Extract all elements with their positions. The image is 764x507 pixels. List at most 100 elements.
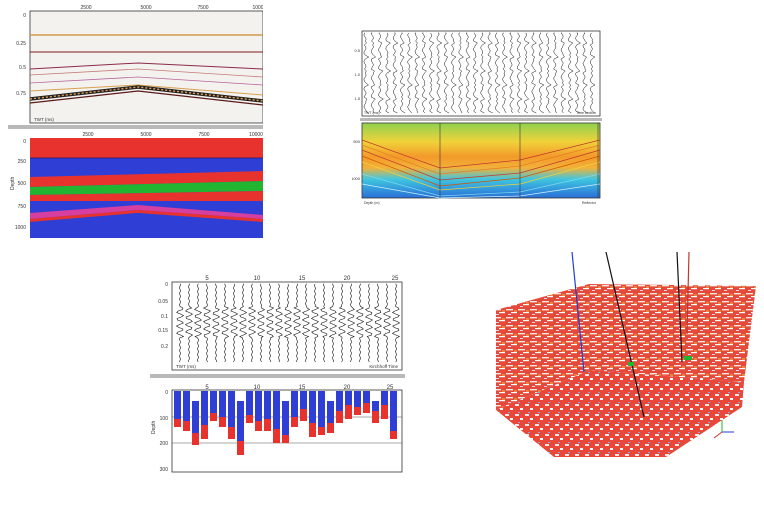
well-log-segment xyxy=(381,405,388,419)
cube-face-floor xyxy=(496,370,744,457)
well-log-segment xyxy=(255,421,262,431)
panel-divider[interactable] xyxy=(360,118,602,121)
bottom-x-ticks: 5 10 15 20 25 xyxy=(205,385,394,391)
wiggle-trace xyxy=(473,32,479,114)
panel-divider[interactable] xyxy=(8,125,263,129)
wiggle-trace xyxy=(458,32,464,114)
well-wiggle xyxy=(283,283,292,363)
wiggle-trace xyxy=(560,32,567,114)
well-log-segment xyxy=(291,417,298,427)
well-log-segment xyxy=(255,391,262,421)
wiggle-trace xyxy=(407,32,413,114)
tick-label: 25 xyxy=(387,385,394,391)
wiggle-trace xyxy=(436,32,443,114)
well-log-segment xyxy=(183,421,190,431)
well-log-segment xyxy=(273,429,280,443)
well-wiggle xyxy=(229,283,239,363)
tick-label: 1.5 xyxy=(354,96,360,101)
well-log-segment xyxy=(192,401,199,433)
well-log-segment xyxy=(390,431,397,439)
top-y-ticks: 0 0.25 0.5 0.75 xyxy=(16,13,26,97)
tick-label: 2500 xyxy=(80,5,91,11)
wiggle-trace xyxy=(582,32,588,114)
tick-label: 10 xyxy=(254,385,261,391)
tick-label: 2500 xyxy=(82,132,93,138)
well-log-segment xyxy=(237,401,244,441)
tick-label: 1.0 xyxy=(354,72,360,77)
axis-label: TWT (ms) xyxy=(34,117,54,122)
tick-label: 0.1 xyxy=(161,314,168,320)
well-wiggle xyxy=(346,283,356,363)
tick-label: 0 xyxy=(23,139,26,145)
tick-label: 25 xyxy=(392,276,399,282)
wiggle-trace xyxy=(363,32,370,114)
tick-label: 1000 xyxy=(352,176,361,181)
well-wiggle xyxy=(265,283,275,363)
well-log-segment xyxy=(219,417,226,427)
well-log-segment xyxy=(300,391,307,409)
top-x-ticks: 5 10 15 20 25 xyxy=(205,276,399,282)
tick-label: 15 xyxy=(299,276,306,282)
axis-label: TWT (ms) xyxy=(176,364,196,369)
tick-label: 5 xyxy=(205,276,209,282)
velocity-horizons xyxy=(361,139,601,199)
tick-label: 0.25 xyxy=(16,41,26,47)
panel-b-svg: 0.5 1.0 1.5 TWT (ms) Time section xyxy=(351,30,602,205)
wiggle-trace xyxy=(414,32,421,114)
well-log-segment xyxy=(309,391,316,423)
well-markers xyxy=(628,356,692,366)
tick-label: 15 xyxy=(299,385,306,391)
well-log-segment xyxy=(345,405,352,419)
well-log-segment xyxy=(174,419,181,427)
panel-divider[interactable] xyxy=(150,374,405,378)
tick-label: 0 xyxy=(165,282,168,288)
top-y-ticks: 0.5 1.0 1.5 xyxy=(354,48,360,101)
wiggle-trace xyxy=(429,32,435,114)
well-wiggle xyxy=(212,283,221,363)
well-log-segment xyxy=(318,391,325,427)
well-log-segment xyxy=(183,391,190,421)
cube-face-back xyxy=(589,284,756,382)
well-wiggle xyxy=(364,283,373,363)
tick-label: 7500 xyxy=(197,5,208,11)
wiggle-trace xyxy=(421,32,428,114)
axis-label: Depth xyxy=(151,420,157,434)
wiggle-trace xyxy=(480,32,487,114)
wiggle-traces xyxy=(363,32,596,114)
wiggle-trace xyxy=(531,32,537,114)
tick-label: 0.75 xyxy=(16,91,26,97)
axis-label: Depth (m) xyxy=(364,201,380,205)
tick-label: 0 xyxy=(23,13,26,19)
wiggle-trace xyxy=(451,32,457,114)
wiggle-trace xyxy=(385,32,392,114)
tick-label: 100 xyxy=(160,416,169,422)
well-wiggle xyxy=(310,283,320,363)
well-log-segment xyxy=(291,391,298,417)
well-wiggle xyxy=(184,283,194,363)
tick-label: 10000 xyxy=(249,132,263,138)
well-log-segment xyxy=(282,435,289,443)
well-wiggle-traces xyxy=(175,283,401,363)
cube-face-left xyxy=(496,284,590,410)
well-log-segment xyxy=(264,419,271,431)
tick-label: 0 xyxy=(165,390,168,396)
axis-label: Depth xyxy=(10,176,16,190)
tick-label: 500 xyxy=(353,139,360,144)
well-log-segment xyxy=(237,441,244,455)
well-log-segment xyxy=(327,401,334,423)
well-log-segment xyxy=(363,391,370,403)
tick-label: 200 xyxy=(160,441,169,447)
well-log-segment xyxy=(318,427,325,435)
wiggle-trace xyxy=(465,32,472,114)
well-log-segment xyxy=(372,411,379,423)
well-log-segment xyxy=(354,407,361,415)
tick-label: 500 xyxy=(18,181,27,187)
well-wiggle xyxy=(247,283,257,363)
axis-label: Time section xyxy=(576,111,596,115)
wiggle-trace xyxy=(487,32,493,114)
tick-label: 1000 xyxy=(252,5,263,11)
wiggle-trace xyxy=(538,32,545,114)
tick-label: 0.2 xyxy=(161,344,168,350)
wiggle-trace xyxy=(575,32,581,114)
well-log-segment xyxy=(228,391,235,427)
